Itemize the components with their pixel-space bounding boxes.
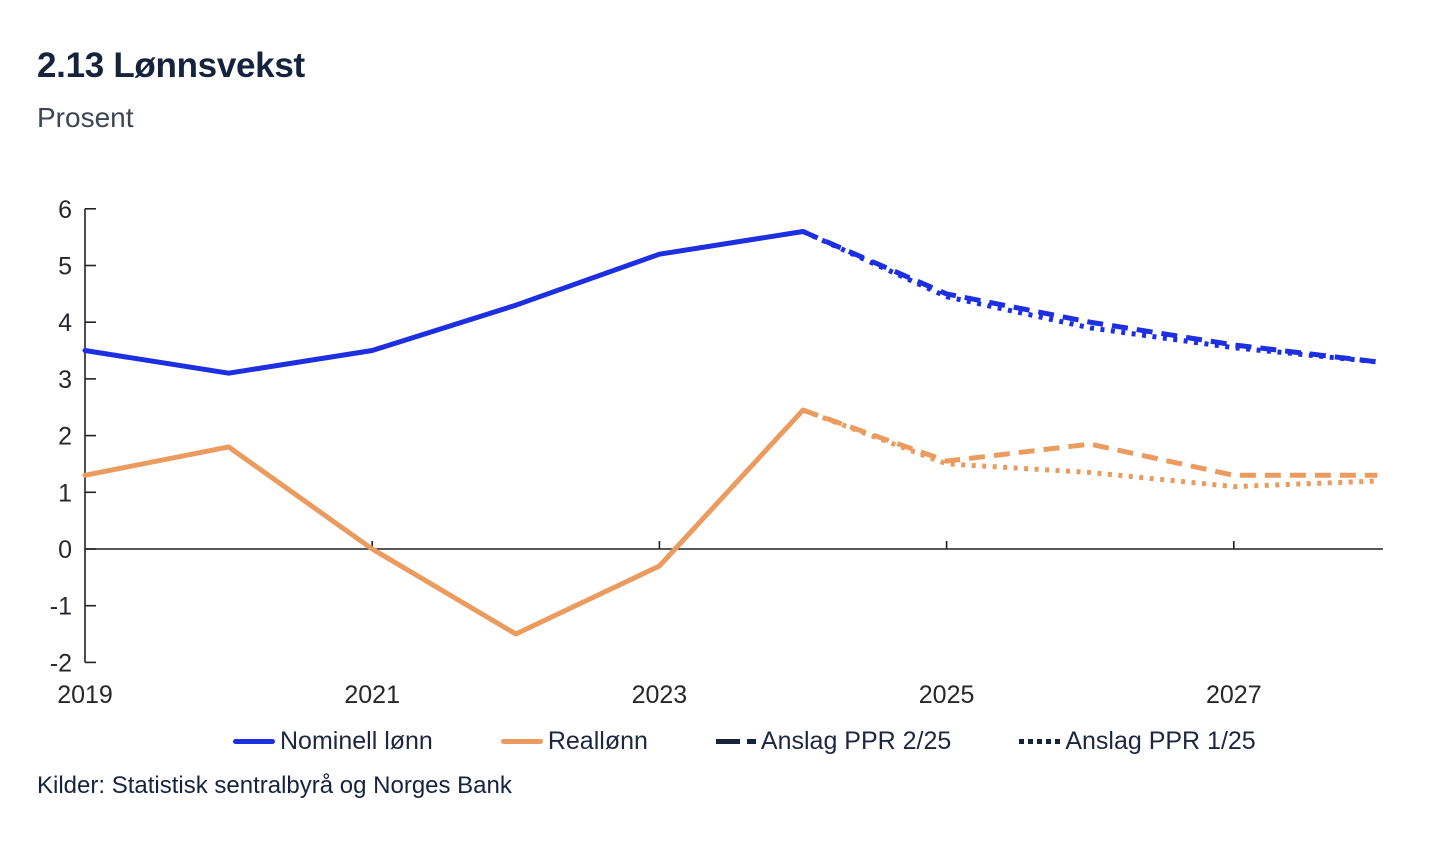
legend-swatch-dotted-icon — [1019, 738, 1061, 744]
y-tick-label: -2 — [50, 649, 72, 677]
series-anslag-ppr-2-25-reall-nn — [802, 407, 1378, 478]
y-tick-label: 6 — [58, 196, 72, 224]
y-tick-label: 4 — [58, 309, 72, 337]
y-tick-label: 5 — [58, 253, 72, 281]
legend-swatch-solid-blue-icon — [233, 738, 275, 744]
series-reall-nn — [82, 407, 806, 637]
legend-item-reallonn: Reallønn — [500, 726, 648, 756]
legend-label: Reallønn — [547, 726, 648, 755]
y-tick-label: -1 — [50, 593, 72, 621]
x-tick-label: 2027 — [1206, 681, 1262, 709]
x-tick-label: 2021 — [344, 681, 400, 709]
chart-subtitle: Prosent — [37, 102, 134, 133]
series-anslag-ppr-1-25-reall-nn — [802, 407, 1378, 490]
chart-legend: Nominell lønn Reallønn Anslag PPR 2/25 A… — [233, 726, 1256, 756]
x-tick-label: 2025 — [919, 681, 975, 709]
y-tick-label: 2 — [58, 423, 72, 451]
legend-item-anslag-ppr-1-25: Anslag PPR 1/25 — [1019, 726, 1256, 756]
legend-label: Nominell lønn — [280, 726, 433, 755]
legend-item-anslag-ppr-2-25: Anslag PPR 2/25 — [715, 726, 952, 756]
x-tick-label: 2023 — [632, 681, 688, 709]
y-tick-label: 1 — [58, 479, 72, 507]
source-caption: Kilder: Statistisk sentralbyrå og Norges… — [37, 772, 512, 799]
series-anslag-ppr-2-25-nominell-l-nn — [802, 229, 1378, 365]
x-tick-label: 2019 — [57, 681, 113, 709]
legend-item-nominell-lonn: Nominell lønn — [233, 727, 433, 756]
chart-title: 2.13 Lønnsvekst — [37, 46, 305, 85]
legend-swatch-solid-orange-icon — [500, 738, 543, 744]
series-anslag-ppr-1-25-nominell-l-nn — [801, 229, 1378, 365]
y-tick-label: 0 — [58, 536, 72, 564]
legend-swatch-dashed-icon — [715, 738, 756, 744]
legend-label: Anslag PPR 1/25 — [1065, 726, 1256, 755]
legend-label: Anslag PPR 2/25 — [760, 726, 952, 755]
y-tick-label: 3 — [58, 366, 72, 394]
series-nominell-l-nn — [82, 229, 806, 376]
